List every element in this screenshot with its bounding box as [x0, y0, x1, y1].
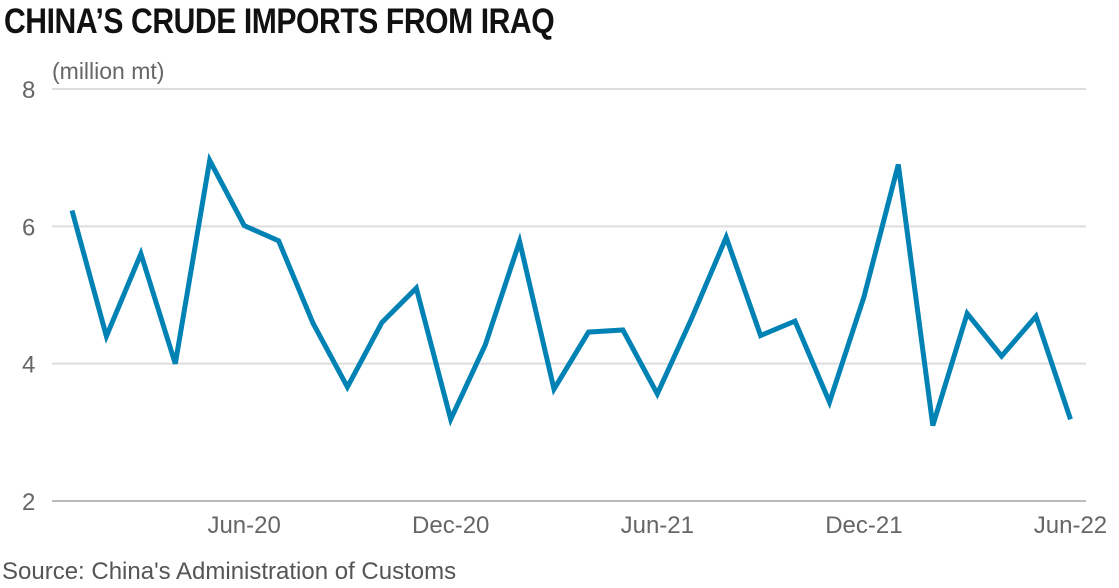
y-tick-label: 8 [22, 77, 35, 104]
x-tick-label: Dec-20 [412, 512, 489, 539]
x-tick-label: Dec-21 [825, 512, 902, 539]
x-tick-label: Jun-22 [1034, 512, 1107, 539]
x-tick-label: Jun-21 [621, 512, 694, 539]
chart-title: CHINA’S CRUDE IMPORTS FROM IRAQ [4, 2, 555, 41]
y-tick-label: 4 [22, 352, 35, 379]
source-note: Source: China's Administration of Custom… [2, 558, 457, 585]
x-tick-label: Jun-20 [207, 512, 280, 539]
y-axis-label: (million mt) [52, 58, 164, 84]
y-tick-label: 2 [22, 489, 35, 516]
series-line [69, 152, 1073, 427]
y-tick-label: 6 [22, 214, 35, 241]
